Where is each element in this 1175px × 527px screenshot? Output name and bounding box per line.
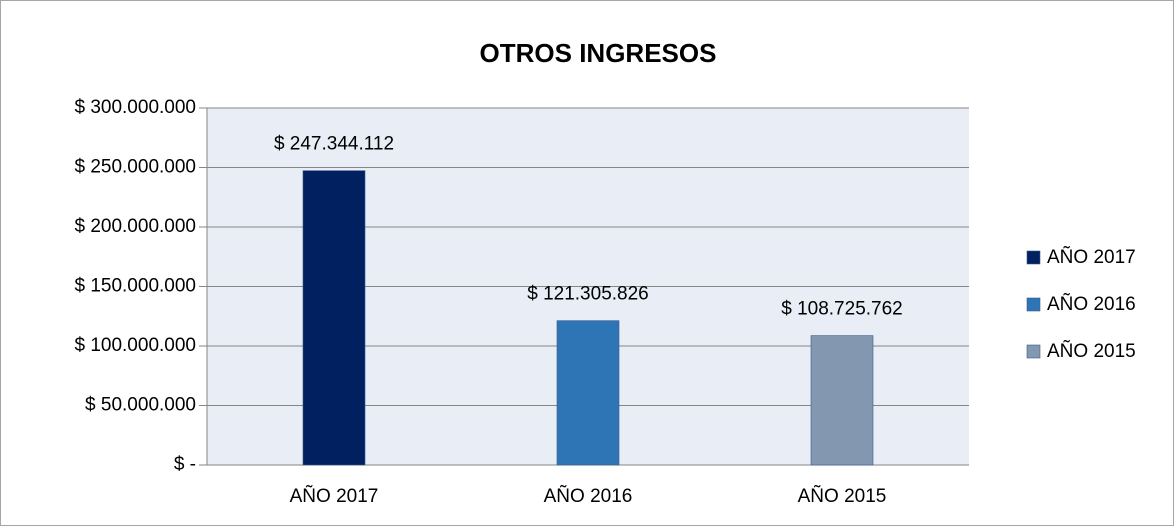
- x-tick-label: AÑO 2015: [798, 485, 887, 507]
- x-tick-label: AÑO 2017: [290, 485, 379, 507]
- data-label: $ 121.305.826: [527, 284, 649, 305]
- y-tick-label: $ 200.000.000: [74, 216, 196, 237]
- y-tick-label: $ 50.000.000: [85, 395, 196, 416]
- legend-swatch: [1026, 344, 1041, 359]
- legend-label: AÑO 2015: [1047, 340, 1136, 362]
- legend-swatch: [1026, 250, 1041, 265]
- chart-title: OTROS INGRESOS: [480, 38, 717, 68]
- legend-label: AÑO 2016: [1047, 293, 1136, 315]
- bar: [810, 335, 874, 466]
- y-tick-label: $ 100.000.000: [74, 335, 196, 356]
- bar: [556, 320, 620, 466]
- x-tick-label: AÑO 2016: [544, 485, 633, 507]
- y-tick-label: $ 150.000.000: [74, 276, 196, 297]
- data-label: $ 247.344.112: [274, 134, 394, 155]
- data-label: $ 108.725.762: [781, 299, 903, 320]
- y-tick-label: $ -: [174, 454, 196, 475]
- y-tick-label: $ 250.000.000: [74, 157, 196, 178]
- legend-swatch: [1026, 297, 1041, 312]
- legend-label: AÑO 2017: [1047, 246, 1136, 268]
- y-tick-label: $ 300.000.000: [74, 97, 196, 118]
- bar: [302, 170, 366, 466]
